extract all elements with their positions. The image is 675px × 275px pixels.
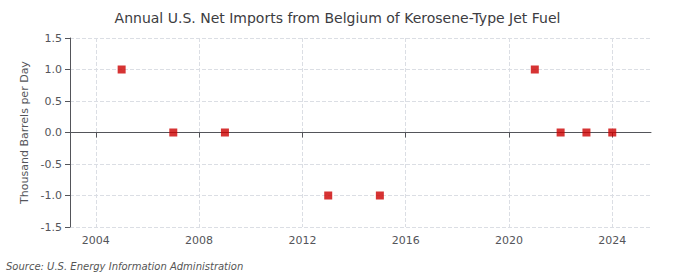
- svg-text:2016: 2016: [392, 234, 420, 247]
- svg-text:2020: 2020: [495, 234, 523, 247]
- svg-text:-0.5: -0.5: [41, 158, 62, 171]
- svg-text:0.0: 0.0: [45, 126, 63, 139]
- svg-text:2024: 2024: [598, 234, 626, 247]
- svg-text:2008: 2008: [185, 234, 213, 247]
- svg-text:2004: 2004: [82, 234, 110, 247]
- svg-text:1.5: 1.5: [45, 32, 63, 45]
- svg-text:Thousand Barrels per Day: Thousand Barrels per Day: [18, 61, 31, 205]
- svg-text:0.5: 0.5: [45, 95, 63, 108]
- svg-text:Annual U.S. Net Imports from B: Annual U.S. Net Imports from Belgium of …: [115, 10, 561, 26]
- svg-text:Source: U.S. Energy Informatio: Source: U.S. Energy Information Administ…: [6, 261, 243, 272]
- svg-text:-1.0: -1.0: [41, 189, 62, 202]
- svg-text:1.0: 1.0: [45, 63, 63, 76]
- svg-text:-1.5: -1.5: [41, 221, 62, 234]
- svg-text:2012: 2012: [288, 234, 316, 247]
